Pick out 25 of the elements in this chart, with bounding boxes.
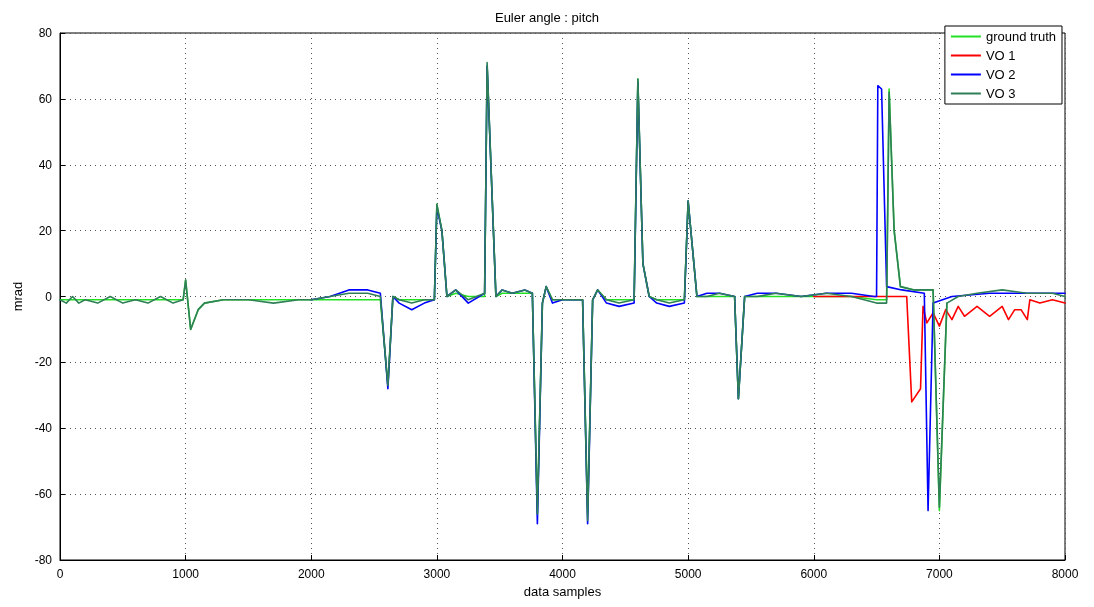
legend-label: VO 3 [985, 86, 1016, 101]
y-tick-label: -40 [34, 421, 53, 436]
y-axis-title: mrad [9, 281, 25, 312]
y-tick-label: 80 [38, 26, 53, 40]
x-tick-label: 2000 [297, 567, 325, 581]
legend-label: ground truth [985, 29, 1057, 44]
y-tick-label: -80 [34, 553, 53, 567]
x-axis-title: data samples [523, 583, 602, 599]
x-tick-label: 5000 [674, 567, 702, 581]
y-tick-label: 40 [38, 157, 53, 172]
legend-label: VO 2 [985, 67, 1016, 82]
x-tick-label: 6000 [800, 567, 828, 581]
legend-label: VO 1 [985, 48, 1016, 63]
x-tick-label: 4000 [549, 567, 577, 581]
y-tick-label: -60 [34, 487, 53, 502]
y-tick-label: 60 [38, 91, 53, 106]
y-tick-label: -20 [34, 355, 53, 370]
x-tick-label: 1000 [172, 567, 200, 581]
chart-title: Euler angle : pitch [494, 10, 600, 25]
x-tick-label: 0 [56, 567, 64, 581]
x-tick-label: 7000 [926, 567, 954, 581]
x-tick-label: 8000 [1051, 567, 1079, 581]
x-tick-label: 3000 [423, 567, 451, 581]
y-tick-label: 20 [38, 223, 53, 238]
y-tick-label: 0 [45, 289, 53, 304]
